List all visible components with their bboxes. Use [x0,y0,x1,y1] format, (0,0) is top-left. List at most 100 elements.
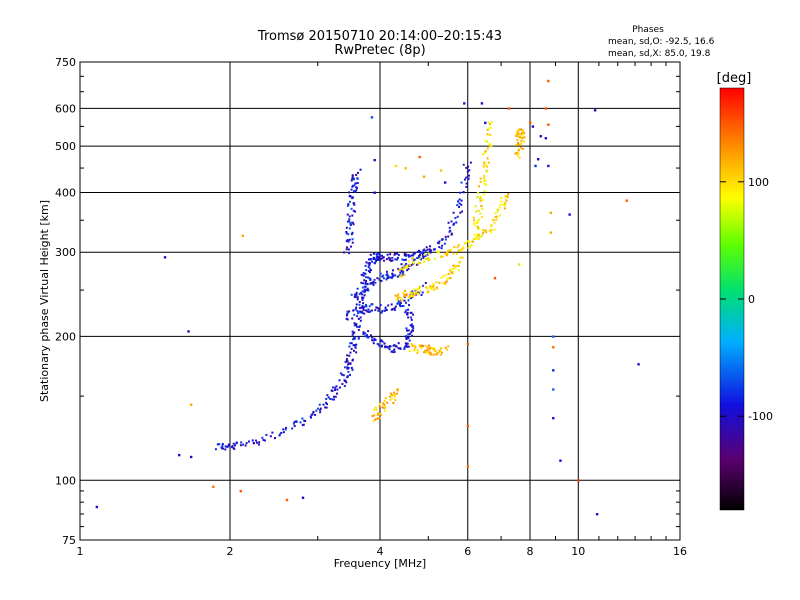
echo-point [473,233,476,236]
echo-point [410,342,413,345]
echo-point [364,285,367,288]
echo-point [458,205,461,208]
echo-point [284,428,287,431]
echo-point [362,271,365,274]
echo-point [393,343,396,346]
echo-point [458,198,461,201]
echo-point [372,419,375,422]
echo-point [403,348,406,351]
isolated-echo-point [493,276,497,280]
echo-point [410,323,413,326]
echo-point [426,248,429,251]
echo-point [346,360,349,363]
echo-point [474,205,477,208]
echo-point [381,275,384,278]
echo-point [356,187,359,190]
echo-point [391,350,394,353]
echo-point [261,436,264,439]
echo-point [356,171,359,174]
echo-point [404,301,407,304]
echo-point [500,200,503,203]
echo-point [374,258,377,261]
echo-point [356,309,359,312]
echo-point [486,129,489,132]
echo-point [450,233,453,236]
echo-point [481,198,484,201]
echo-point [486,147,489,150]
echo-point [349,222,352,225]
echo-point [379,304,382,307]
isolated-echo-point [189,455,193,459]
isolated-echo-point [549,211,553,215]
echo-point [483,174,486,177]
echo-point [348,227,351,230]
echo-point [476,196,479,199]
echo-point [394,399,397,402]
echo-point [278,433,281,436]
echo-point [487,121,490,124]
echo-point [325,406,328,409]
echo-point [483,161,486,164]
echo-point [447,235,450,238]
echo-point [370,269,373,272]
echo-point [354,345,357,348]
echo-point [412,259,415,262]
echo-point [357,328,360,331]
echo-point [365,269,368,272]
echo-point [454,264,457,267]
echo-point [348,200,351,203]
echo-point [394,294,397,297]
echo-point [503,204,506,207]
isolated-echo-point [559,459,562,462]
echo-point [437,251,440,254]
echo-point [381,309,384,312]
echo-point [361,305,364,308]
echo-point [417,349,420,352]
echo-point [393,274,396,277]
echo-point [351,241,354,244]
isolated-echo-point [625,199,628,202]
echo-point [485,165,488,168]
echo-point [484,164,487,167]
isolated-echo-point [285,498,289,502]
echo-point [489,123,492,126]
echo-point [432,285,435,288]
echo-point [469,245,472,248]
echo-point [401,266,404,269]
echo-point [425,350,428,353]
echo-point [462,247,465,250]
echo-point [378,254,381,257]
echo-point [488,144,491,147]
echo-point [355,343,358,346]
echo-point [352,178,355,181]
echo-point [295,420,298,423]
echo-point [403,259,406,262]
echo-point [331,390,334,393]
echo-point [519,146,522,149]
echo-point [517,152,520,155]
isolated-echo-point [544,107,548,110]
echo-point [389,253,392,256]
echo-point [467,246,470,249]
y-axis-label: Stationary phase Virtual Height [km] [38,200,51,402]
echo-point [485,170,488,173]
echo-point [519,128,522,131]
echo-point [345,317,348,320]
echo-point [490,225,493,228]
echo-point [476,221,479,224]
isolated-echo-point [404,167,407,170]
echo-point [269,435,272,438]
echo-point [490,223,493,226]
echo-point [429,287,432,290]
echo-point [358,325,361,328]
echo-point [433,347,436,350]
echo-point [325,401,328,404]
echo-point [417,261,420,264]
echo-point [506,195,509,198]
echo-point [420,251,423,254]
echo-point [353,337,356,340]
echo-point [375,306,378,309]
echo-point [479,177,482,180]
echo-point [232,442,235,445]
echo-point [358,306,361,309]
